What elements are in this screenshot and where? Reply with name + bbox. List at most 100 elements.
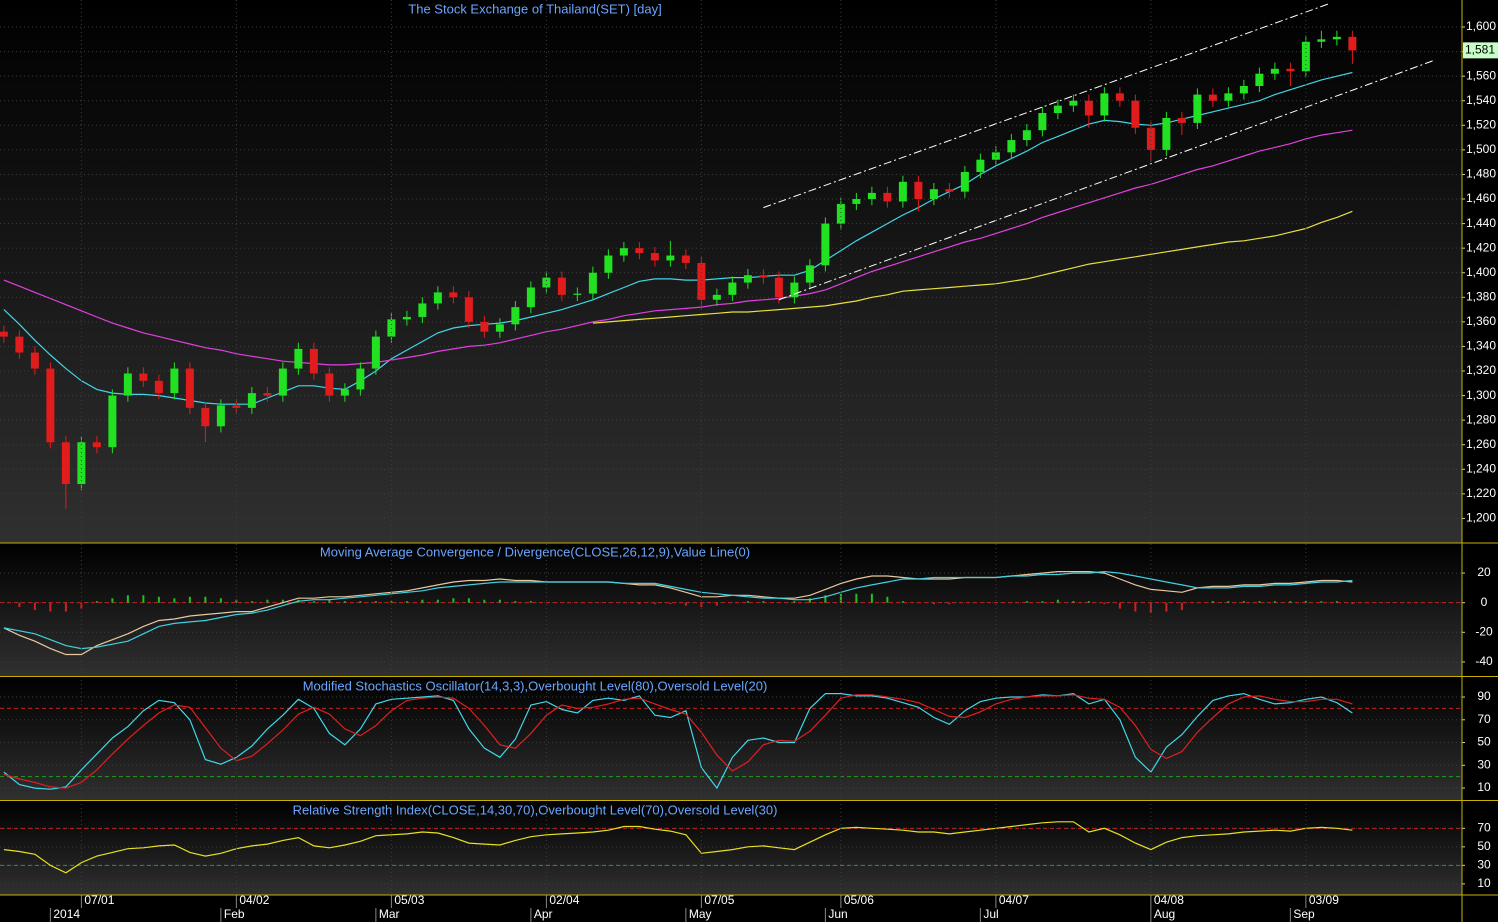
candle-body (123, 373, 132, 396)
period-label: Sep (1293, 907, 1315, 921)
period-label: May (689, 907, 712, 921)
date-axis-background (0, 896, 1498, 922)
candle-body (588, 272, 597, 294)
candle-body (278, 368, 287, 396)
candle-body (743, 275, 752, 283)
y-tick-label: 1,320 (1466, 363, 1496, 377)
panel-background (0, 0, 1462, 543)
period-label: Mar (379, 907, 400, 921)
y-tick-label: 50 (1477, 839, 1491, 853)
candle-body (1084, 100, 1093, 116)
candle-body (247, 393, 256, 408)
candle-body (712, 294, 721, 300)
candle-body (1332, 36, 1341, 40)
candle-body (604, 255, 613, 273)
candle-body (945, 189, 954, 192)
candle-body (139, 373, 148, 381)
candle-body (1069, 100, 1078, 106)
panel-title: Relative Strength Index(CLOSE,14,30,70),… (293, 802, 778, 817)
x-tick-label: 05/03 (394, 893, 424, 907)
moving-average (592, 210, 1353, 324)
candle-body (294, 348, 303, 369)
y-tick-label: 1,440 (1466, 216, 1496, 230)
candle-body (1022, 130, 1031, 141)
x-tick-label: 04/08 (1154, 893, 1184, 907)
y-tick-label: 50 (1477, 735, 1491, 749)
x-tick-label: 04/07 (999, 893, 1029, 907)
candle-body (697, 262, 706, 300)
period-label: Jun (828, 907, 847, 921)
y-tick-label: 1,360 (1466, 314, 1496, 328)
candle-body (1115, 93, 1124, 101)
panel-title: Modified Stochastics Oscillator(14,3,3),… (303, 678, 768, 693)
moving-average (3, 71, 1353, 405)
candle-body (898, 181, 907, 202)
last-price-label: 1,581 (1465, 43, 1495, 57)
y-tick-label: 30 (1477, 858, 1491, 872)
candle-body (1270, 68, 1279, 74)
y-tick-label: 1,540 (1466, 93, 1496, 107)
y-tick-label: 70 (1477, 820, 1491, 834)
candle-body (1193, 94, 1202, 123)
candle-body (1053, 105, 1062, 114)
candle-body (1224, 93, 1233, 101)
y-tick-label: 1,460 (1466, 191, 1496, 205)
candle-body (1177, 117, 1186, 123)
candle-body (480, 321, 489, 332)
axis-background (1462, 0, 1498, 543)
y-tick-label: -20 (1475, 624, 1493, 638)
candle-body (402, 316, 411, 320)
y-tick-label: 1,260 (1466, 437, 1496, 451)
indicator-line (3, 821, 1353, 874)
y-tick-label: 20 (1477, 565, 1491, 579)
candle-body (356, 368, 365, 390)
axis-background (1462, 677, 1498, 800)
y-tick-label: 1,500 (1466, 142, 1496, 156)
candle-body (1146, 127, 1155, 150)
y-tick-label: -40 (1475, 654, 1493, 668)
y-tick-label: 0 (1481, 595, 1488, 609)
y-tick-label: 10 (1477, 876, 1491, 890)
candle-body (1162, 117, 1171, 150)
axis-background (1462, 801, 1498, 895)
candle-body (1255, 73, 1264, 86)
candle-body (666, 255, 675, 261)
candle-body (1100, 93, 1109, 116)
y-tick-label: 1,240 (1466, 461, 1496, 475)
x-tick-label: 03/09 (1309, 893, 1339, 907)
candle-body (774, 277, 783, 298)
period-label: Aug (1154, 907, 1175, 921)
candle-body (185, 368, 194, 408)
trend-line (763, 3, 1330, 209)
panel-background (0, 677, 1462, 800)
candle-body (232, 405, 241, 408)
candle-body (216, 405, 225, 427)
indicator-line (3, 570, 1353, 650)
candle-body (433, 292, 442, 304)
candle-body (30, 352, 39, 369)
candle-body (635, 248, 644, 254)
candle-body (1317, 39, 1326, 42)
x-tick-label: 04/02 (239, 893, 269, 907)
candle-body (960, 171, 969, 192)
candle-body (1286, 68, 1295, 72)
panel-background (0, 801, 1462, 895)
candle-body (1208, 94, 1217, 101)
axis-background (1462, 543, 1498, 676)
indicator-line (3, 692, 1353, 790)
candle-body (263, 393, 272, 396)
candle-body (526, 287, 535, 308)
y-tick-label: 1,300 (1466, 388, 1496, 402)
candle-body (542, 277, 551, 288)
indicator-line (3, 571, 1353, 656)
y-tick-label: 1,280 (1466, 412, 1496, 426)
candle-body (914, 181, 923, 200)
candle-body (759, 275, 768, 278)
y-tick-label: 1,340 (1466, 339, 1496, 353)
candle-body (15, 336, 24, 353)
candle-body (46, 368, 55, 443)
y-tick-label: 30 (1477, 757, 1491, 771)
candle-body (728, 282, 737, 295)
candle-body (1007, 140, 1016, 153)
